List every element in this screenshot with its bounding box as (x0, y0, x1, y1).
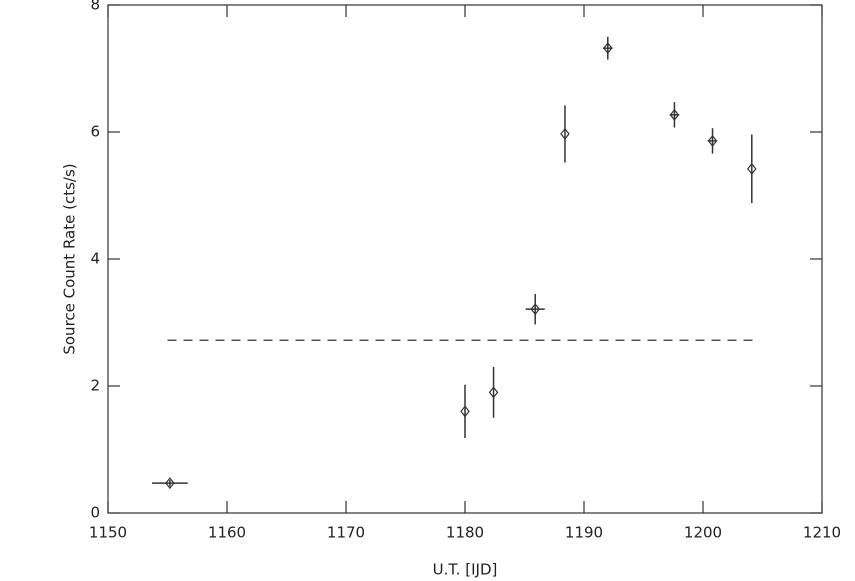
marker (603, 42, 613, 55)
marker (747, 162, 757, 175)
x-axis-label: U.T. [IJD] (433, 561, 498, 579)
marker (530, 303, 540, 316)
marker (707, 134, 718, 147)
y-tick-label: 6 (90, 123, 100, 141)
y-tick-label: 4 (90, 250, 100, 268)
y-axis-label: Source Count Rate (cts/s) (61, 163, 79, 354)
x-tick-label: 1150 (89, 524, 127, 542)
marker (560, 127, 570, 140)
x-tick-label: 1180 (446, 524, 484, 542)
y-tick-label: 2 (90, 377, 100, 395)
marker (488, 386, 499, 399)
x-tick-label: 1210 (803, 524, 841, 542)
y-tick-label: 0 (90, 504, 100, 522)
x-tick-label: 1160 (208, 524, 246, 542)
x-tick-label: 1200 (684, 524, 722, 542)
marker (165, 477, 175, 490)
x-tick-label: 1190 (565, 524, 603, 542)
y-tick-label: 8 (90, 0, 100, 14)
marker (460, 405, 470, 418)
marker (669, 108, 680, 121)
x-tick-label: 1170 (327, 524, 365, 542)
